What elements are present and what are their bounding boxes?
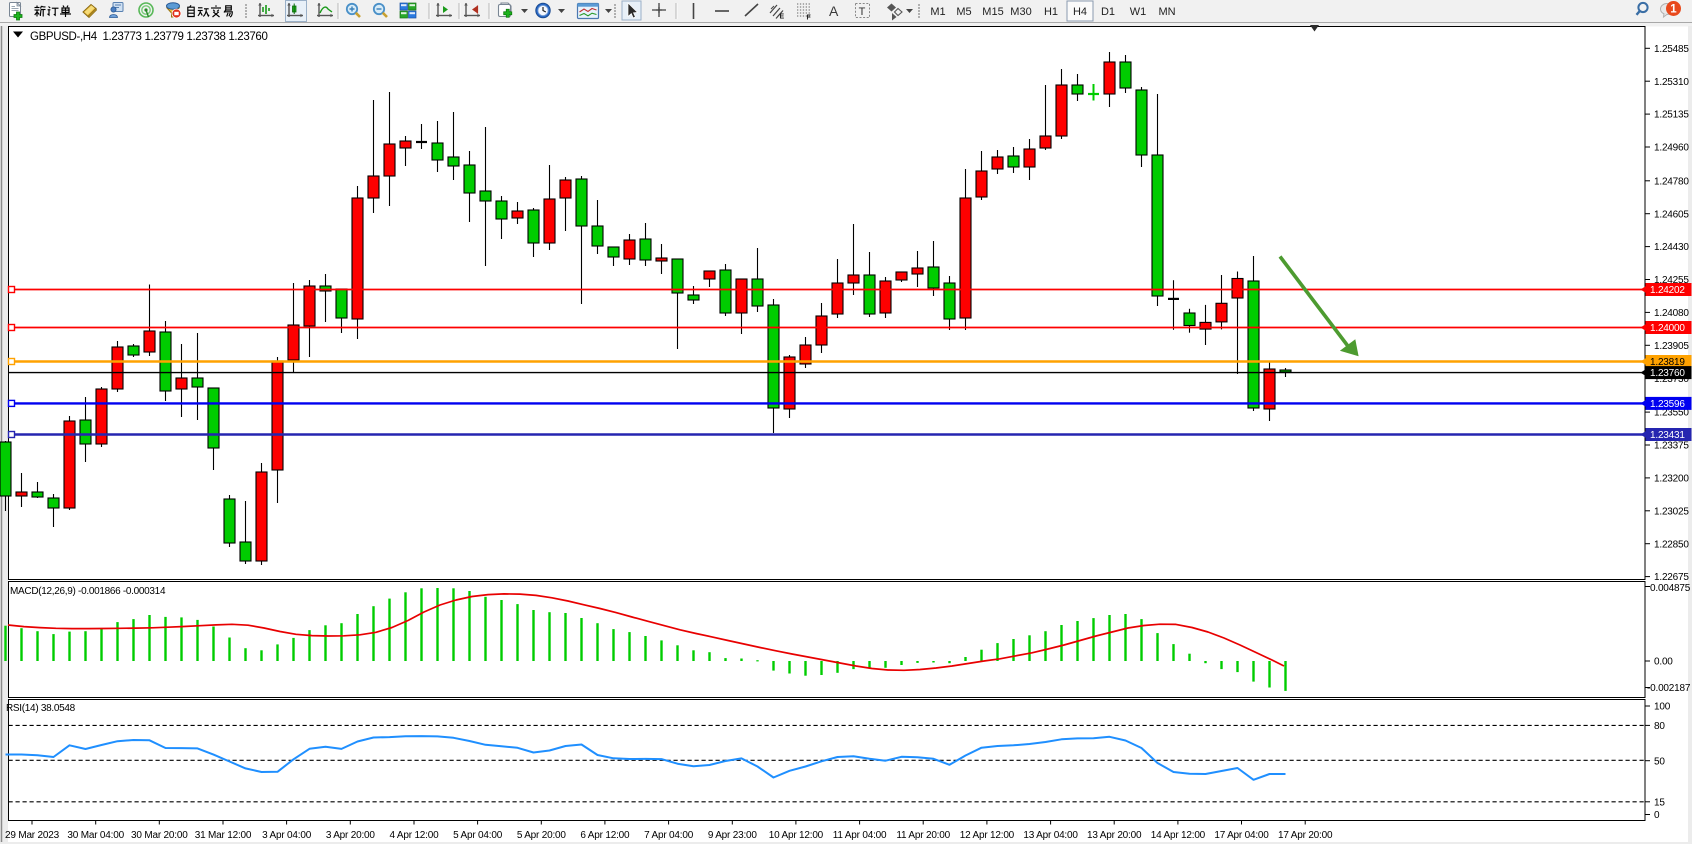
svg-text:13 Apr 20:00: 13 Apr 20:00: [1087, 830, 1142, 841]
svg-text:H4: H4: [1073, 6, 1087, 18]
svg-text:12 Apr 12:00: 12 Apr 12:00: [960, 830, 1015, 841]
svg-text:17 Apr 20:00: 17 Apr 20:00: [1278, 830, 1333, 841]
svg-text:D1: D1: [1101, 6, 1115, 18]
svg-text:1.22850: 1.22850: [1654, 539, 1689, 550]
svg-text:14 Apr 12:00: 14 Apr 12:00: [1151, 830, 1206, 841]
svg-text:1.23025: 1.23025: [1654, 506, 1689, 517]
svg-text:0.004875: 0.004875: [1650, 583, 1691, 594]
svg-text:-0.002187: -0.002187: [1647, 683, 1691, 694]
svg-text:50: 50: [1654, 756, 1665, 767]
svg-text:1.24430: 1.24430: [1654, 242, 1689, 253]
svg-text:1.23730: 1.23730: [1654, 374, 1689, 385]
svg-text:4 Apr 12:00: 4 Apr 12:00: [390, 830, 440, 841]
svg-text:1.23200: 1.23200: [1654, 474, 1689, 485]
svg-text:6 Apr 12:00: 6 Apr 12:00: [580, 830, 630, 841]
svg-text:5 Apr 04:00: 5 Apr 04:00: [453, 830, 503, 841]
svg-text:1.24605: 1.24605: [1654, 209, 1689, 220]
svg-text:30 Mar 04:00: 30 Mar 04:00: [67, 830, 124, 841]
svg-text:M30: M30: [1010, 6, 1031, 18]
svg-text:0.00: 0.00: [1654, 657, 1673, 668]
svg-text:F: F: [807, 15, 812, 22]
svg-text:H1: H1: [1044, 6, 1058, 18]
svg-text:1.25310: 1.25310: [1654, 77, 1689, 88]
svg-text:80: 80: [1654, 721, 1665, 732]
svg-text:1.23760: 1.23760: [1650, 368, 1685, 379]
svg-text:1: 1: [1670, 4, 1677, 16]
svg-text:1.23550: 1.23550: [1654, 408, 1689, 419]
svg-text:31 Mar 12:00: 31 Mar 12:00: [195, 830, 252, 841]
svg-text:0: 0: [1654, 810, 1660, 821]
svg-text:1.24960: 1.24960: [1654, 143, 1689, 154]
svg-text:M5: M5: [956, 6, 971, 18]
svg-text:5 Apr 20:00: 5 Apr 20:00: [517, 830, 567, 841]
svg-text:RSI(14) 38.0548: RSI(14) 38.0548: [6, 703, 76, 714]
svg-text:11 Apr 20:00: 11 Apr 20:00: [896, 830, 950, 841]
svg-text:1.25135: 1.25135: [1654, 110, 1689, 121]
svg-text:1.25485: 1.25485: [1654, 44, 1689, 55]
svg-text:1.24255: 1.24255: [1654, 275, 1689, 286]
svg-text:1.23431: 1.23431: [1650, 430, 1685, 441]
svg-text:3 Apr 20:00: 3 Apr 20:00: [326, 830, 376, 841]
svg-text:15: 15: [1654, 797, 1665, 808]
svg-text:1.24000: 1.24000: [1650, 323, 1685, 334]
svg-text:W1: W1: [1130, 6, 1147, 18]
svg-text:1.24202: 1.24202: [1650, 285, 1685, 296]
svg-text:1.23905: 1.23905: [1654, 341, 1689, 352]
svg-text:T: T: [859, 6, 866, 18]
svg-text:100: 100: [1654, 702, 1671, 713]
svg-text:M1: M1: [930, 6, 945, 18]
svg-text:1.24780: 1.24780: [1654, 176, 1689, 187]
svg-text:30 Mar 20:00: 30 Mar 20:00: [131, 830, 188, 841]
svg-text:MN: MN: [1158, 6, 1175, 18]
svg-text:17 Apr 04:00: 17 Apr 04:00: [1214, 830, 1269, 841]
svg-text:13 Apr 04:00: 13 Apr 04:00: [1023, 830, 1078, 841]
svg-text:7 Apr 04:00: 7 Apr 04:00: [644, 830, 694, 841]
svg-text:GBPUSD-,H4 1.23773 1.23779 1.: GBPUSD-,H4 1.23773 1.23779 1.23738 1.237…: [30, 31, 268, 43]
svg-text:1.23375: 1.23375: [1654, 441, 1689, 452]
svg-text:MACD(12,26,9) -0.001866 -0.000: MACD(12,26,9) -0.001866 -0.000314: [10, 586, 166, 597]
svg-text:E: E: [780, 14, 785, 21]
svg-text:29 Mar 2023: 29 Mar 2023: [5, 830, 60, 841]
svg-text:1.23596: 1.23596: [1650, 399, 1685, 410]
svg-text:9 Apr 23:00: 9 Apr 23:00: [708, 830, 758, 841]
svg-text:3 Apr 04:00: 3 Apr 04:00: [262, 830, 312, 841]
svg-text:11 Apr 04:00: 11 Apr 04:00: [833, 830, 887, 841]
svg-text:1.24080: 1.24080: [1654, 308, 1689, 319]
svg-text:1.22675: 1.22675: [1654, 572, 1689, 583]
svg-text:10 Apr 12:00: 10 Apr 12:00: [769, 830, 824, 841]
svg-text:A: A: [829, 3, 839, 19]
svg-text:1.23819: 1.23819: [1650, 357, 1685, 368]
svg-text:M15: M15: [982, 6, 1003, 18]
